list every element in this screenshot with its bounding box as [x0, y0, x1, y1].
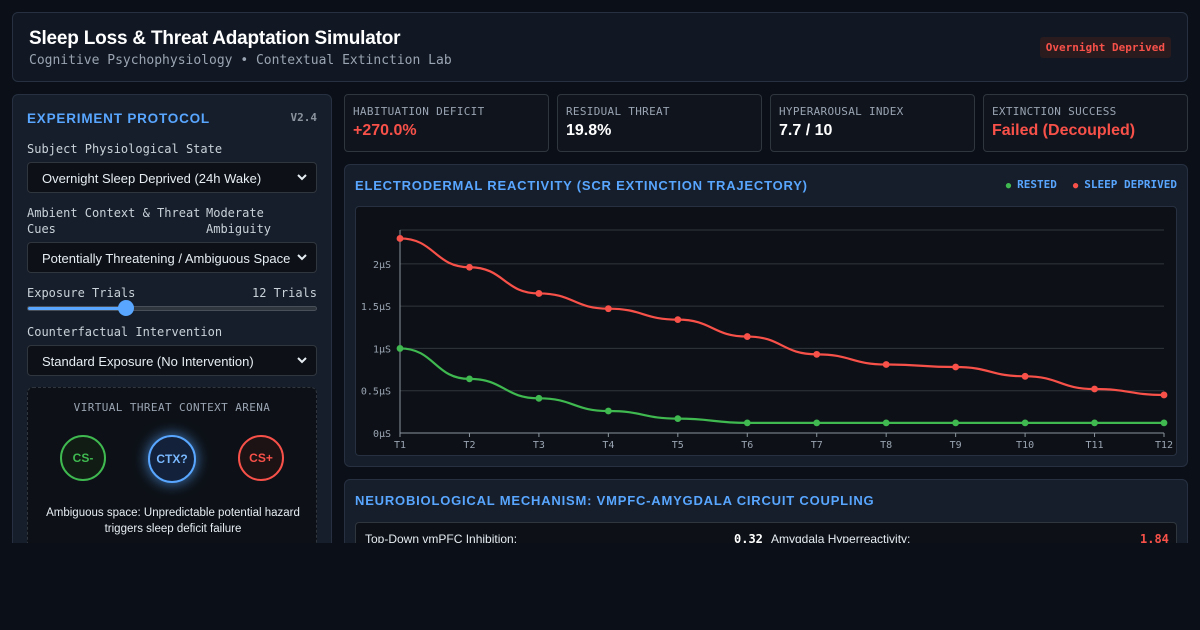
physiological-state-value: Overnight Sleep Deprived (24h Wake): [42, 171, 262, 186]
legend-rested: ● RESTED: [1005, 178, 1057, 191]
scr-chart-card: ELECTRODERMAL REACTIVITY (SCR EXTINCTION…: [344, 164, 1188, 467]
data-point-rested: [882, 419, 890, 427]
y-tick-label: 2μS: [373, 260, 391, 271]
data-point-rested: [1021, 419, 1029, 427]
trials-label: Exposure Trials: [27, 286, 136, 300]
x-tick-label: T7: [811, 440, 823, 451]
y-tick-label: 1.5μS: [361, 302, 391, 313]
vmpfc-value: 0.32: [734, 532, 763, 546]
x-tick-label: T11: [1086, 440, 1104, 451]
data-point-rested: [396, 345, 404, 352]
plot-area: 0μS 0.5μS 1μS 1.5μS 2μS T1 T2 T3 T4 T5 T6 T7 T8 T9 T10…: [355, 206, 1177, 456]
x-tick-label: T8: [880, 440, 892, 451]
x-tick-label: T6: [741, 440, 753, 451]
metric-label: RESIDUAL THREAT: [566, 105, 670, 118]
scr-line-chart: 0μS 0.5μS 1μS 1.5μS 2μS T1 T2 T3 T4 T5 T6 T7 T8 T9 T10…: [361, 229, 1173, 451]
x-tick-label: T4: [602, 440, 614, 451]
data-point-rested: [952, 419, 960, 427]
cs-minus-node[interactable]: CS-: [60, 435, 106, 481]
intervention-select[interactable]: Standard Exposure (No Intervention): [27, 345, 317, 376]
intervention-value: Standard Exposure (No Intervention): [42, 354, 254, 369]
data-point-sleep-deprived: [1160, 391, 1168, 399]
page-bottom-region: [0, 543, 1200, 630]
chevron-down-icon: [297, 254, 307, 261]
data-point-sleep-deprived: [882, 361, 890, 368]
trials-value: 12 Trials: [251, 286, 317, 300]
data-point-rested: [813, 419, 821, 427]
intervention-label: Counterfactual Intervention: [27, 325, 223, 339]
amygdala-label: Amygdala Hyperreactivity:: [771, 532, 911, 546]
app-subtitle: Cognitive Psychophysiology • Contextual …: [29, 53, 452, 68]
x-tick-label: T10: [1016, 440, 1034, 451]
slider-fill: [28, 307, 126, 310]
data-point-sleep-deprived: [396, 235, 404, 242]
mechanism-title: NEUROBIOLOGICAL MECHANISM: VMPFC-AMYGDAL…: [355, 493, 875, 508]
data-point-sleep-deprived: [813, 350, 821, 358]
data-point-rested: [535, 394, 543, 402]
x-tick-label: T2: [463, 440, 475, 451]
chevron-down-icon: [297, 357, 307, 364]
experiment-protocol-panel: EXPERIMENT PROTOCOL V2.4 Subject Physiol…: [12, 94, 332, 567]
legend-deprived: ● SLEEP DEPRIVED: [1072, 178, 1177, 191]
metric-value: Failed (Decoupled): [992, 122, 1136, 139]
data-point-sleep-deprived: [1091, 385, 1098, 393]
state-badge: Overnight Deprived: [1039, 37, 1171, 58]
context-threat-select[interactable]: Potentially Threatening / Ambiguous Spac…: [27, 242, 317, 273]
data-point-rested: [604, 407, 612, 415]
metric-value: 19.8%: [566, 122, 612, 139]
metric-extinction-success: EXTINCTION SUCCESS Failed (Decoupled): [983, 94, 1188, 152]
data-point-sleep-deprived: [466, 263, 473, 271]
data-point-sleep-deprived: [952, 363, 960, 371]
metric-label: EXTINCTION SUCCESS: [992, 105, 1117, 118]
metric-habituation-deficit: HABITUATION DEFICIT +270.0%: [344, 94, 549, 152]
y-tick-label: 0μS: [373, 429, 391, 440]
chevron-down-icon: [297, 174, 307, 181]
data-point-sleep-deprived: [1021, 372, 1029, 380]
metric-hyperarousal-index: HYPERAROUSAL INDEX 7.7 / 10: [770, 94, 975, 152]
x-tick-label: T5: [672, 440, 684, 451]
metric-value: 7.7 / 10: [779, 122, 833, 139]
vmpfc-label: Top-Down vmPFC Inhibition:: [365, 532, 518, 546]
exposure-trials-slider[interactable]: [27, 300, 317, 316]
physiological-state-select[interactable]: Overnight Sleep Deprived (24h Wake): [27, 162, 317, 193]
state-label: Subject Physiological State: [27, 142, 223, 156]
metric-label: HABITUATION DEFICIT: [353, 105, 485, 118]
metric-residual-threat: RESIDUAL THREAT 19.8%: [557, 94, 762, 152]
data-point-rested: [674, 415, 682, 423]
metric-value: +270.0%: [353, 122, 417, 139]
chart-legend: ● RESTED ● SLEEP DEPRIVED: [1006, 178, 1177, 191]
y-tick-label: 1μS: [373, 344, 391, 355]
data-point-rested: [466, 375, 473, 383]
x-tick-label: T12: [1155, 440, 1173, 451]
x-tick-label: T9: [950, 440, 962, 451]
protocol-version: V2.4: [290, 111, 318, 124]
x-tick-label: T3: [533, 440, 545, 451]
data-point-rested: [743, 419, 751, 427]
chart-title: ELECTRODERMAL REACTIVITY (SCR EXTINCTION…: [355, 178, 808, 193]
app-header: Sleep Loss & Threat Adaptation Simulator…: [12, 12, 1188, 82]
arena-description: Ambiguous space: Unpredictable potential…: [46, 507, 300, 535]
data-point-rested: [1091, 419, 1098, 427]
x-tick-label: T1: [394, 440, 406, 451]
data-point-sleep-deprived: [743, 333, 751, 340]
y-tick-label: 0.5μS: [361, 387, 391, 398]
context-label: Ambient Context & Threat Cues: [27, 206, 201, 236]
protocol-heading: EXPERIMENT PROTOCOL: [27, 111, 210, 126]
threat-context-arena: VIRTUAL THREAT CONTEXT ARENA CS- CTX? CS…: [27, 387, 317, 567]
series-line-rested: [399, 347, 1164, 424]
data-point-sleep-deprived: [674, 316, 682, 324]
data-point-sleep-deprived: [604, 305, 612, 313]
context-ambiguity-level: Moderate Ambiguity: [206, 206, 272, 236]
metric-label: HYPERAROUSAL INDEX: [779, 105, 904, 118]
arena-title: VIRTUAL THREAT CONTEXT ARENA: [73, 401, 271, 414]
data-point-sleep-deprived: [535, 290, 543, 297]
app-title: Sleep Loss & Threat Adaptation Simulator: [29, 28, 401, 49]
series-line-sleep-deprived: [399, 237, 1165, 397]
context-threat-value: Potentially Threatening / Ambiguous Spac…: [42, 251, 291, 266]
context-node[interactable]: CTX?: [148, 435, 196, 483]
cs-plus-node[interactable]: CS+: [238, 435, 284, 481]
data-point-rested: [1160, 419, 1168, 427]
amygdala-value: 1.84: [1140, 532, 1169, 546]
slider-thumb[interactable]: [117, 300, 134, 316]
